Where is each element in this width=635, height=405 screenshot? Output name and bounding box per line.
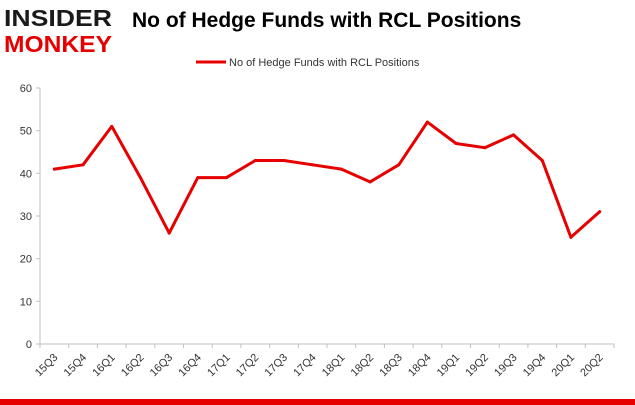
x-tick-label: 16Q4: [176, 352, 204, 380]
x-tick-label: 15Q4: [62, 352, 90, 380]
data-point: [339, 167, 343, 171]
series-layer: [52, 120, 602, 239]
data-point: [311, 163, 315, 167]
y-tick-label: 20: [20, 254, 32, 266]
x-tick-label: 15Q3: [33, 352, 61, 380]
data-point: [81, 163, 85, 167]
x-tick-label: 17Q2: [234, 352, 262, 380]
legend: No of Hedge Funds with RCL Positions: [196, 57, 420, 69]
data-point: [512, 133, 516, 137]
x-tick-label: 16Q3: [148, 352, 176, 380]
insider-monkey-logo: INSIDER MONKEY: [4, 5, 112, 57]
data-point: [598, 210, 602, 214]
data-point: [368, 180, 372, 184]
x-tick-label: 20Q1: [550, 352, 578, 380]
x-tick-label: 18Q2: [349, 352, 377, 380]
data-point: [110, 124, 114, 128]
series-line: [52, 120, 602, 239]
data-point: [225, 176, 229, 180]
data-point: [138, 176, 142, 180]
data-point: [397, 163, 401, 167]
bottom-accent-bar: [0, 399, 635, 405]
x-tick-label: 19Q3: [492, 352, 520, 380]
legend-label: No of Hedge Funds with RCL Positions: [229, 57, 420, 69]
data-point: [282, 159, 286, 163]
x-tick-label: 19Q2: [463, 352, 491, 380]
x-tick-label: 19Q4: [521, 352, 549, 380]
x-tick-label: 19Q1: [435, 352, 463, 380]
data-point: [483, 146, 487, 150]
x-tick-label: 18Q4: [406, 352, 434, 380]
data-point: [540, 159, 544, 163]
x-tick-label: 18Q3: [377, 352, 405, 380]
data-point: [253, 159, 257, 163]
logo-line2: MONKEY: [4, 31, 112, 57]
y-tick-label: 0: [26, 339, 32, 351]
chart-title: No of Hedge Funds with RCL Positions: [132, 9, 522, 32]
data-point: [196, 176, 200, 180]
x-tick-label: 17Q3: [263, 352, 291, 380]
logo-line1: INSIDER: [4, 5, 112, 31]
data-point: [167, 231, 171, 235]
data-point: [425, 120, 429, 124]
data-point: [52, 167, 56, 171]
y-tick-label: 40: [20, 168, 32, 180]
y-tick-label: 50: [20, 126, 32, 138]
y-tick-label: 30: [20, 211, 32, 223]
x-tick-label: 18Q1: [320, 352, 348, 380]
data-point: [454, 141, 458, 145]
x-tick-label: 17Q1: [205, 352, 233, 380]
x-tick-label: 17Q4: [291, 352, 319, 380]
x-tick-label: 16Q2: [119, 352, 147, 380]
y-tick-label: 60: [20, 83, 32, 95]
x-tick-label: 20Q2: [578, 352, 606, 380]
data-point: [569, 235, 573, 239]
x-tick-label: 16Q1: [90, 352, 118, 380]
y-tick-label: 10: [20, 296, 32, 308]
